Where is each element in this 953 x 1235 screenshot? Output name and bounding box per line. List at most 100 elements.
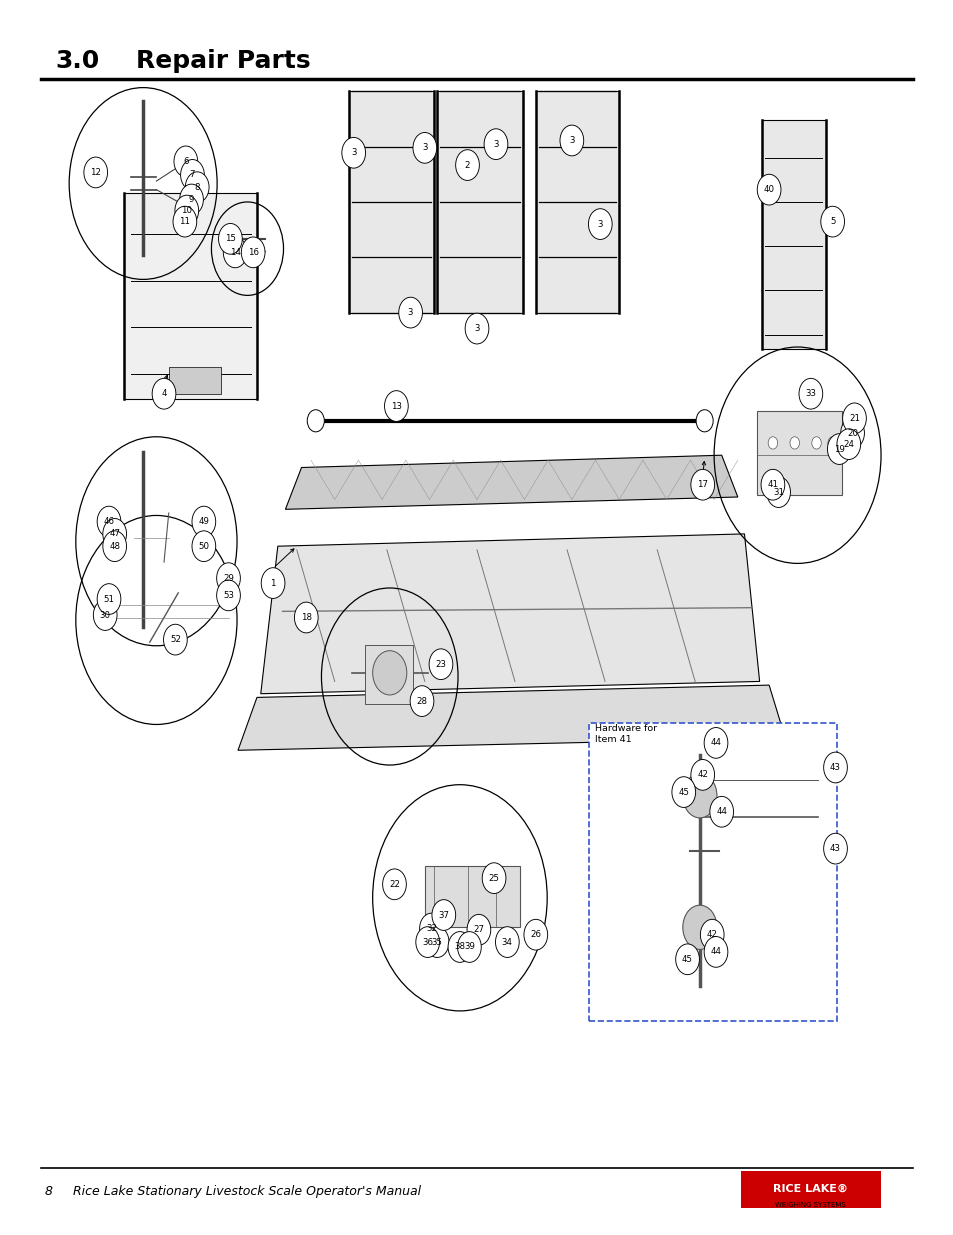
Polygon shape [260,534,759,694]
Text: 36: 36 [422,937,433,946]
Circle shape [294,603,317,632]
Text: 44: 44 [710,739,720,747]
Circle shape [216,580,240,611]
Circle shape [179,184,203,215]
Circle shape [822,834,846,864]
Text: 38: 38 [454,942,465,951]
Circle shape [826,433,850,464]
Circle shape [836,429,860,459]
Polygon shape [760,120,825,350]
Circle shape [382,869,406,899]
Circle shape [192,531,215,562]
Text: 1: 1 [270,578,275,588]
Circle shape [766,477,790,508]
Text: 45: 45 [678,788,688,797]
Text: 29: 29 [223,574,233,583]
Circle shape [682,773,717,818]
Text: 50: 50 [198,542,209,551]
Text: 4: 4 [161,389,167,398]
Text: 46: 46 [103,517,114,526]
Text: 49: 49 [198,517,209,526]
Text: 44: 44 [716,808,726,816]
Text: 3.0: 3.0 [55,49,99,74]
Circle shape [216,563,240,594]
Circle shape [152,378,175,409]
Circle shape [709,797,733,827]
Text: 24: 24 [842,440,853,448]
Polygon shape [349,91,434,312]
Text: 39: 39 [463,942,475,951]
Polygon shape [536,91,618,312]
Polygon shape [285,456,737,509]
Text: 31: 31 [772,488,783,496]
Text: 27: 27 [473,925,484,935]
Text: 3: 3 [569,136,574,144]
Text: Hardware for
Item 41: Hardware for Item 41 [594,725,656,743]
Text: 11: 11 [179,217,191,226]
Text: Repair Parts: Repair Parts [135,49,310,74]
Circle shape [410,685,434,716]
Text: 40: 40 [762,185,774,194]
Text: 3: 3 [474,324,479,333]
Text: 9: 9 [189,195,194,204]
Polygon shape [436,91,522,312]
Circle shape [841,403,865,433]
Text: 52: 52 [170,635,181,645]
Circle shape [429,648,453,679]
Circle shape [97,584,121,615]
Circle shape [173,146,197,177]
Circle shape [703,936,727,967]
Circle shape [425,926,449,957]
Circle shape [341,137,365,168]
Polygon shape [424,866,519,927]
Text: 18: 18 [300,613,312,622]
Circle shape [384,390,408,421]
Text: 33: 33 [804,389,816,398]
Bar [169,367,221,394]
Text: 2: 2 [464,161,470,169]
Circle shape [103,519,127,550]
Circle shape [696,410,713,432]
Circle shape [172,206,196,237]
Circle shape [416,926,439,957]
Text: 22: 22 [389,879,399,889]
Circle shape [481,863,505,893]
Text: 43: 43 [829,763,841,772]
Circle shape [495,926,518,957]
Circle shape [419,913,443,944]
Circle shape [261,568,285,599]
Circle shape [767,437,777,450]
Circle shape [827,437,837,450]
Circle shape [559,125,583,156]
Text: 42: 42 [706,930,717,939]
Circle shape [820,206,843,237]
Circle shape [457,931,480,962]
Circle shape [192,506,215,537]
Circle shape [456,149,478,180]
Circle shape [174,195,198,226]
Circle shape [799,378,821,409]
Text: 10: 10 [181,206,193,215]
Text: 17: 17 [697,480,707,489]
Circle shape [398,298,422,329]
Circle shape [703,727,727,758]
Circle shape [223,237,247,268]
Text: WEIGHING SYSTEMS: WEIGHING SYSTEMS [775,1202,845,1208]
Circle shape [467,914,490,945]
Text: 12: 12 [91,168,101,177]
Text: 3: 3 [408,308,413,317]
Circle shape [465,314,488,345]
Text: 3: 3 [351,148,356,157]
Circle shape [811,437,821,450]
Circle shape [103,531,127,562]
Polygon shape [124,194,256,399]
Text: 14: 14 [230,248,240,257]
Text: 7: 7 [190,170,195,179]
Polygon shape [365,645,412,704]
Text: 48: 48 [109,542,120,551]
Text: 44: 44 [710,947,720,956]
Text: RICE LAKE®: RICE LAKE® [773,1184,847,1194]
Text: 13: 13 [391,401,401,410]
Text: 34: 34 [501,937,513,946]
Text: 5: 5 [829,217,835,226]
